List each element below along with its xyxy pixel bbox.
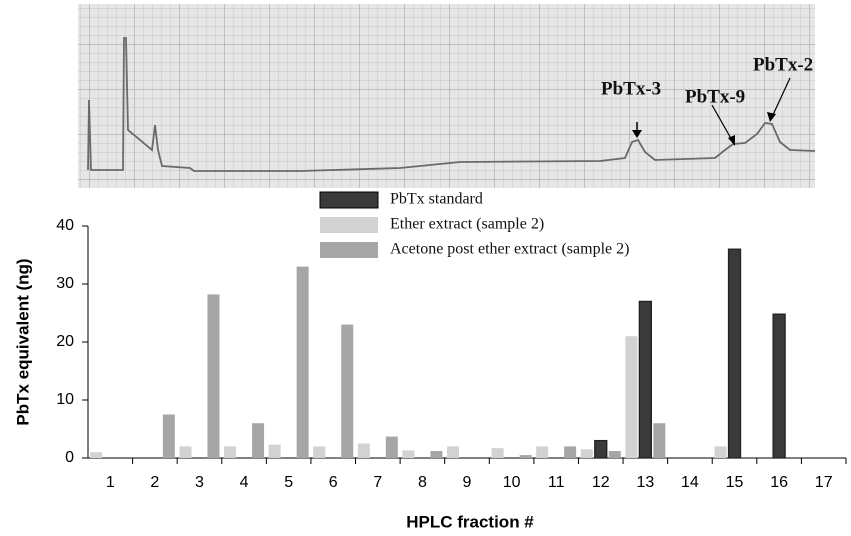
bar <box>385 436 398 458</box>
bar <box>224 446 237 458</box>
x-tick-label: 4 <box>240 474 249 491</box>
x-tick-label: 7 <box>373 474 382 491</box>
bar <box>727 248 742 459</box>
bar <box>179 446 192 458</box>
legend-label: Acetone post ether extract (sample 2) <box>390 241 629 258</box>
peak-label: PbTx-9 <box>685 86 745 107</box>
y-axis-title: PbTx equivalent (ng) <box>13 258 32 425</box>
bar <box>714 446 727 458</box>
x-tick-label: 16 <box>770 474 788 491</box>
x-axis-title: HPLC fraction # <box>406 512 534 531</box>
bar <box>653 423 666 458</box>
legend-swatch <box>319 191 379 209</box>
bar <box>402 450 415 458</box>
bar <box>580 449 593 458</box>
x-tick-label: 1 <box>106 474 115 491</box>
y-tick-label: 30 <box>56 275 74 292</box>
y-tick-label: 20 <box>56 333 74 350</box>
bar <box>536 446 549 458</box>
bar <box>430 451 443 458</box>
bar <box>90 452 103 458</box>
bar <box>341 324 354 458</box>
bar <box>268 444 281 458</box>
bar <box>772 313 786 459</box>
bar <box>564 446 577 458</box>
bar <box>491 448 504 458</box>
bar <box>519 455 532 458</box>
x-tick-label: 12 <box>592 474 610 491</box>
bar <box>357 443 370 458</box>
y-tick-label: 0 <box>65 449 74 466</box>
x-tick-label: 13 <box>636 474 654 491</box>
legend-label: PbTx standard <box>390 191 483 208</box>
bar <box>638 300 653 459</box>
x-tick-label: 5 <box>284 474 293 491</box>
x-tick-label: 6 <box>329 474 338 491</box>
legend-swatch <box>320 242 378 258</box>
x-tick-label: 17 <box>815 474 833 491</box>
x-tick-label: 9 <box>463 474 472 491</box>
x-tick-label: 11 <box>548 474 565 491</box>
y-tick-label: 10 <box>56 391 74 408</box>
legend-label: Ether extract (sample 2) <box>390 216 544 233</box>
peak-label: PbTx-3 <box>601 78 661 99</box>
bar <box>162 414 175 458</box>
x-tick-label: 15 <box>726 474 744 491</box>
bar <box>625 336 638 458</box>
bar <box>608 451 621 458</box>
x-tick-label: 3 <box>195 474 204 491</box>
x-tick-label: 2 <box>150 474 159 491</box>
bar <box>252 423 265 458</box>
bar <box>447 446 459 458</box>
chromatogram <box>78 4 816 188</box>
y-tick-label: 40 <box>56 217 74 234</box>
legend-swatch <box>320 217 378 233</box>
bar <box>594 439 608 459</box>
x-tick-label: 8 <box>418 474 427 491</box>
bar <box>313 446 326 458</box>
x-tick-label: 14 <box>681 474 699 491</box>
x-tick-label: 10 <box>503 474 521 491</box>
bar <box>207 294 220 458</box>
peak-label: PbTx-2 <box>753 54 813 75</box>
bar <box>296 266 309 458</box>
